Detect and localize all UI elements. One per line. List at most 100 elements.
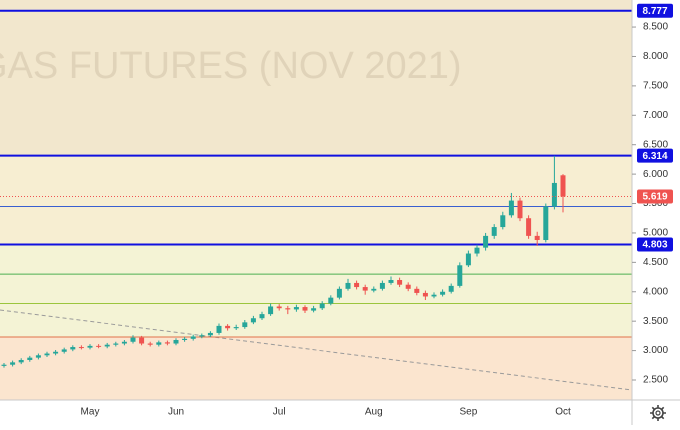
y-tick-label: 7.500	[643, 81, 668, 92]
candle-body	[560, 175, 566, 197]
candle-body	[379, 282, 385, 289]
candle-body	[190, 336, 196, 339]
candle-body	[388, 280, 394, 283]
candle-body	[551, 182, 557, 207]
candle-body	[104, 344, 110, 347]
candle-body	[319, 303, 325, 309]
candle-body	[543, 206, 549, 240]
candle-body	[233, 327, 239, 329]
price-tag-label: 5.619	[642, 192, 667, 203]
candle-body	[18, 360, 24, 363]
candle-body	[259, 314, 265, 319]
y-tick-label: 2.500	[643, 375, 668, 386]
candle-body	[207, 332, 213, 336]
candle-body	[336, 288, 342, 298]
candle-body	[156, 342, 162, 345]
candle-body	[483, 235, 489, 248]
candle-body	[61, 349, 67, 352]
candle-body	[422, 292, 428, 297]
price-tag	[637, 237, 673, 252]
zone	[0, 337, 632, 400]
time-axis	[0, 400, 632, 425]
candle-body	[70, 347, 76, 350]
candle-body	[139, 337, 145, 344]
candle-body	[526, 218, 532, 236]
candle-body	[440, 291, 446, 295]
y-tick-label: 3.500	[643, 316, 668, 327]
candle-body	[465, 253, 471, 266]
gear-teeth	[650, 405, 666, 421]
axes: 2.500 3.000 3.500 4.000 4.500 5.000 5.500 6.000…	[81, 3, 673, 418]
price-tag	[637, 189, 673, 204]
candle-body	[517, 200, 523, 219]
y-tick-label: 7.000	[643, 110, 668, 121]
candle-body	[35, 355, 41, 358]
zone	[0, 155, 632, 207]
y-tick-label: 5.000	[643, 228, 668, 239]
x-tick-label: Jul	[273, 407, 286, 418]
price-tag-label: 6.314	[642, 151, 667, 162]
candle-body	[130, 337, 136, 342]
candle-body	[27, 357, 33, 360]
candle-body	[293, 307, 299, 310]
x-tick-label: Jun	[168, 407, 184, 418]
candle-body	[268, 306, 274, 315]
gear-hub	[655, 410, 661, 416]
candle-body	[285, 308, 291, 310]
candle-body	[474, 247, 480, 254]
candle-body	[328, 297, 334, 304]
price-tag	[637, 3, 673, 18]
price-tag-label: 4.803	[642, 240, 667, 251]
candle-body	[1, 364, 7, 366]
y-tick-label: 8.000	[643, 51, 668, 62]
x-tick-label: Aug	[365, 407, 383, 418]
watermark: GAS FUTURES (NOV 2021)	[0, 45, 462, 87]
candle-body	[10, 362, 16, 365]
plot-background	[0, 0, 632, 400]
candle-body	[405, 284, 411, 289]
plot	[0, 9, 680, 391]
price-axis	[632, 0, 680, 425]
y-tick-label: 6.000	[643, 169, 668, 180]
candle-body	[164, 342, 170, 344]
candle-body	[457, 265, 463, 286]
candle-body	[147, 343, 153, 345]
trendline	[0, 309, 633, 391]
settings-icon[interactable]	[650, 405, 666, 421]
candle-body	[345, 282, 351, 289]
candle-body	[448, 285, 454, 292]
candle-body	[371, 288, 377, 291]
x-tick-label: May	[81, 407, 100, 418]
candle-body	[500, 215, 506, 228]
candle-body	[302, 307, 308, 311]
y-tick-label: 6.500	[643, 139, 668, 150]
candle-body	[534, 235, 540, 240]
candle-body	[362, 287, 368, 291]
y-tick-label: 4.000	[643, 286, 668, 297]
candle-body	[250, 318, 256, 323]
candle-body	[431, 294, 437, 297]
candle-body	[182, 338, 188, 340]
zone	[0, 274, 632, 304]
y-tick-label: 4.500	[643, 257, 668, 268]
candle-body	[96, 345, 102, 347]
price-tag-label: 8.777	[642, 6, 667, 17]
candle-body	[508, 200, 514, 216]
candle-body	[121, 341, 127, 344]
y-tick-label: 8.500	[643, 22, 668, 33]
candle-body	[78, 347, 84, 349]
candle-body	[199, 335, 205, 337]
candle-body	[311, 308, 317, 311]
y-tick-label: 3.000	[643, 345, 668, 356]
y-tick-label: 5.500	[643, 198, 668, 209]
x-tick-label: Sep	[460, 407, 478, 418]
price-tag	[637, 148, 673, 163]
candle-body	[44, 353, 50, 356]
candle-body	[491, 227, 497, 236]
candle-body	[414, 288, 420, 293]
x-tick-label: Oct	[555, 407, 571, 418]
candle-body	[276, 306, 282, 309]
candle-body	[242, 322, 248, 328]
candle-body	[397, 280, 403, 285]
